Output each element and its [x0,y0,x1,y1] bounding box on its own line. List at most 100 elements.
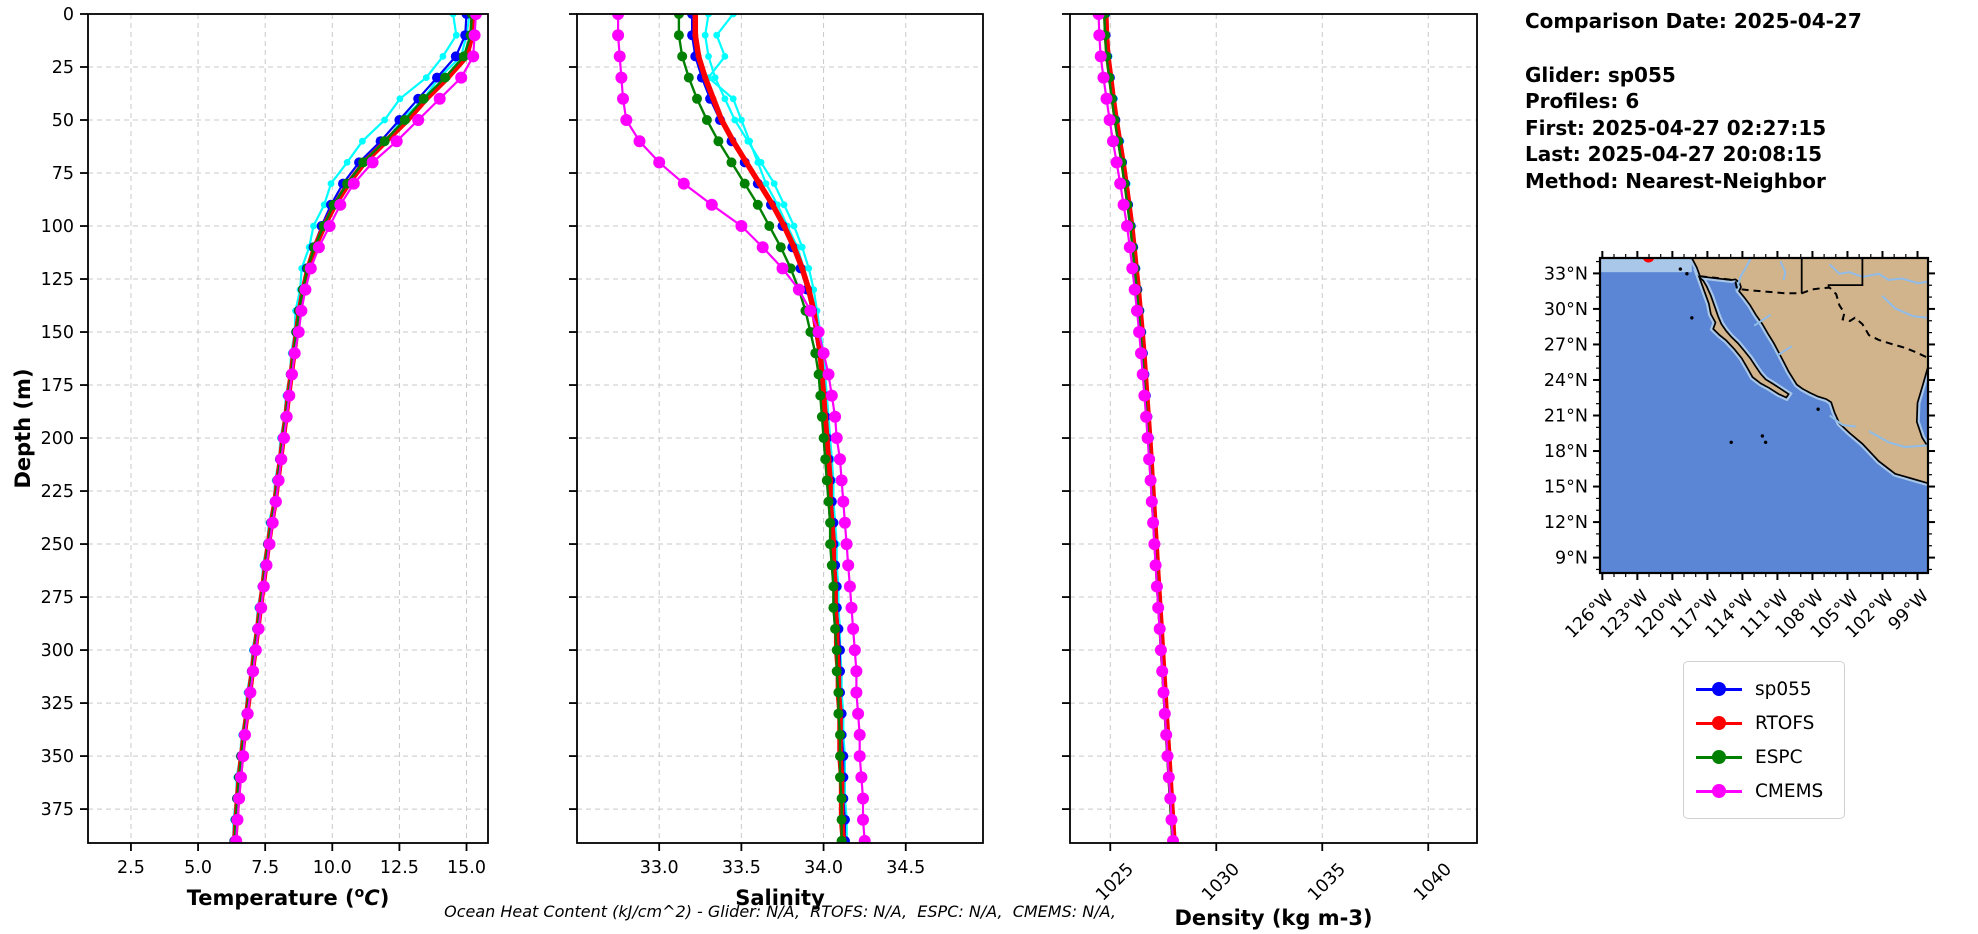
depth-axis-label: Depth (m) [11,368,35,488]
series-line-sp055 [233,14,468,841]
svg-text:34.0: 34.0 [804,858,843,878]
svg-text:18°N: 18°N [1544,442,1588,462]
svg-text:33°N: 33°N [1544,264,1588,284]
svg-text:200: 200 [41,429,74,449]
svg-text:100: 100 [41,217,74,237]
river [1779,260,1787,281]
axes-spines [87,13,489,844]
svg-text:2.5: 2.5 [117,858,145,878]
svg-text:1040: 1040 [1410,860,1456,906]
river [1828,263,1928,285]
legend-marker-sp055 [1696,682,1742,696]
axes-spines [576,13,984,844]
temperature-axis-label: Temperature (oC) [187,885,390,910]
density-panel: 1025 1030 1035 1040 Density (kg m-3) [1062,13,1478,930]
tick-labels: 33.0 33.5 34.0 34.5 [640,858,926,878]
svg-text:12.5: 12.5 [380,858,419,878]
series-line-RTOFS [232,14,476,842]
series-line-ESPC [677,14,843,841]
island [1678,267,1683,271]
river [1868,430,1928,449]
svg-text:300: 300 [41,641,74,661]
map-area [1600,258,1928,573]
svg-text:33.0: 33.0 [640,858,679,878]
svg-text:175: 175 [41,376,74,396]
info-block: Comparison Date: 2025-04-27 Glider: sp05… [1525,8,1965,194]
svg-text:1035: 1035 [1304,860,1350,906]
legend-label: CMEMS [1755,780,1824,802]
svg-text:10.0: 10.0 [313,858,352,878]
svg-text:21°N: 21°N [1544,407,1588,427]
legend-marker-rtofs [1696,716,1742,730]
shelf-band [1600,258,1692,273]
svg-text:275: 275 [41,588,74,608]
svg-text:375: 375 [41,800,74,820]
temperature-panel: 2.5 5.0 7.5 10.0 12.5 15.0 0 25 50 75 100 125 150 175… [11,5,489,910]
axis-ticks [569,13,907,851]
gridlines [88,13,488,843]
density-axis-label: Density (kg m-3) [1174,906,1372,930]
svg-text:24°N: 24°N [1544,371,1588,391]
island [1690,316,1694,320]
legend-item-sp055: sp055 [1696,672,1830,706]
series-group [1092,14,1179,843]
series-group [612,14,871,843]
series-markers-raw-profile-1 [229,14,460,843]
svg-text:50: 50 [52,111,74,131]
axes-spines [1069,13,1478,844]
svg-text:34.5: 34.5 [886,858,925,878]
ocean-heat-content-footer: Ocean Heat Content (kJ/cm^2) - Glider: N… [444,902,1116,921]
river [1753,313,1772,327]
svg-text:12°N: 12°N [1544,513,1588,533]
location-map: 33°N30°N27°N24°N21°N18°N15°N12°N9°N126°W… [1544,251,1935,643]
series-markers-CMEMS [1092,14,1179,843]
river [1776,345,1793,357]
series-markers-ESPC [673,14,847,843]
series-markers-raw-profile-2 [231,14,474,843]
last-profile-text: Last: 2025-04-27 20:08:15 [1525,142,1823,166]
svg-text:125: 125 [41,270,74,290]
svg-text:325: 325 [41,694,74,714]
map-ticks [1593,251,1935,580]
axis-ticks [80,13,468,851]
legend-item-cmems: CMEMS [1696,774,1830,808]
island [1816,407,1820,411]
profiles-count-text: Profiles: 6 [1525,89,1640,113]
svg-text:15°N: 15°N [1544,478,1588,498]
legend-item-rtofs: RTOFS [1696,706,1830,740]
tick-labels: 1025 1030 1035 1040 [1092,860,1456,906]
series-line-raw-profile-1 [232,14,458,841]
gridlines [1070,13,1477,843]
island [1729,440,1733,444]
svg-text:1030: 1030 [1198,860,1244,906]
state-border [1827,258,1864,288]
series-markers-CMEMS [612,14,871,843]
svg-text:27°N: 27°N [1544,335,1588,355]
series-line-CMEMS [235,14,477,841]
comparison-date-text: Comparison Date: 2025-04-27 [1525,9,1862,33]
axis-ticks [1062,13,1430,851]
international-border [1699,275,1928,359]
island [1760,434,1765,438]
svg-text:350: 350 [41,747,74,767]
svg-text:25: 25 [52,58,74,78]
legend-label: RTOFS [1755,712,1815,734]
svg-text:99°W: 99°W [1885,586,1933,634]
svg-text:33.5: 33.5 [722,858,761,878]
legend-label: ESPC [1755,746,1803,768]
legend-item-espc: ESPC [1696,740,1830,774]
svg-text:9°N: 9°N [1555,549,1588,569]
river [1881,295,1928,319]
first-profile-text: First: 2025-04-27 02:27:15 [1525,115,1827,140]
island [1763,440,1768,444]
island [1685,272,1689,276]
salinity-axis-label: Salinity [735,886,825,910]
svg-text:5.0: 5.0 [184,858,212,878]
svg-text:250: 250 [41,535,74,555]
legend: sp055 RTOFS ESPC CMEMS [1683,661,1845,819]
series-line-ESPC [233,14,474,841]
svg-text:150: 150 [41,323,74,343]
baja-peninsula [1697,274,1790,399]
svg-text:15.0: 15.0 [447,858,486,878]
